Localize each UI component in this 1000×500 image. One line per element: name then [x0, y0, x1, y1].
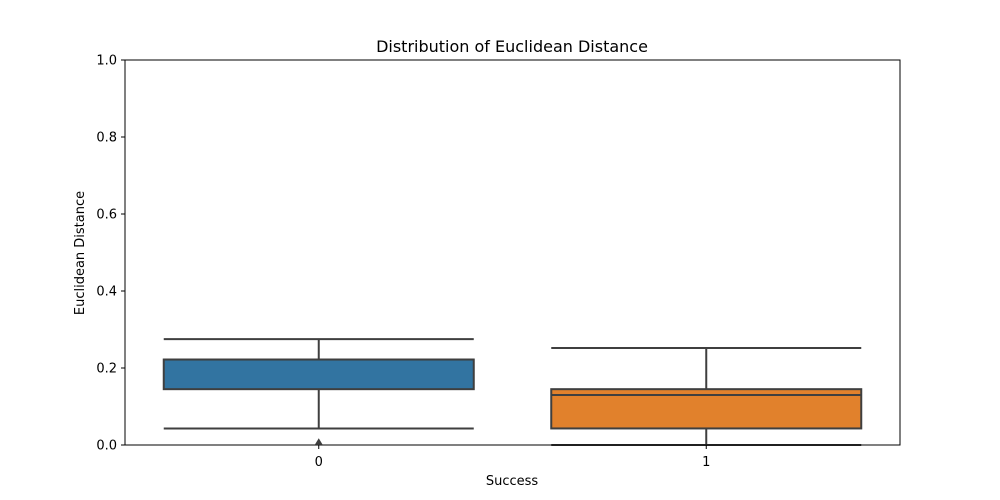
- box: [162, 358, 475, 391]
- y-tick-label: 1.0: [96, 54, 117, 69]
- y-axis-label: Euclidean Distance: [73, 191, 88, 315]
- y-tick-label: 0.8: [96, 131, 117, 146]
- chart-title: Distribution of Euclidean Distance: [376, 37, 648, 56]
- plot-area: [162, 338, 863, 446]
- x-tick-label: 1: [702, 455, 710, 470]
- plot-frame: [124, 59, 901, 446]
- y-tick-label: 0.4: [96, 285, 117, 300]
- y-tick-label: 0.2: [96, 362, 117, 377]
- x-tick-label: 0: [315, 455, 323, 470]
- y-axis: 0.0 0.2 0.4 0.6 0.8 1.0: [96, 54, 125, 454]
- outlier-marker: [315, 438, 323, 445]
- x-axis-label: Success: [486, 474, 539, 489]
- box-group-0: [162, 338, 475, 445]
- box-group-1: [550, 346, 863, 446]
- y-tick-label: 0.6: [96, 208, 117, 223]
- y-tick-label: 0.0: [96, 439, 117, 454]
